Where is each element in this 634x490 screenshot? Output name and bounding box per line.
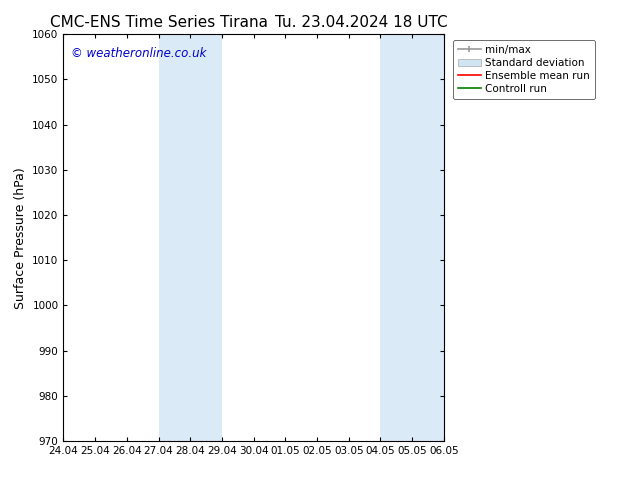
Text: © weatheronline.co.uk: © weatheronline.co.uk [71, 47, 207, 59]
Text: Tu. 23.04.2024 18 UTC: Tu. 23.04.2024 18 UTC [275, 15, 448, 30]
Text: CMC-ENS Time Series Tirana: CMC-ENS Time Series Tirana [49, 15, 268, 30]
Bar [380, 34, 444, 441]
Legend: min/max, Standard deviation, Ensemble mean run, Controll run: min/max, Standard deviation, Ensemble me… [453, 40, 595, 99]
Bar [158, 34, 222, 441]
Y-axis label: Surface Pressure (hPa): Surface Pressure (hPa) [14, 167, 27, 309]
